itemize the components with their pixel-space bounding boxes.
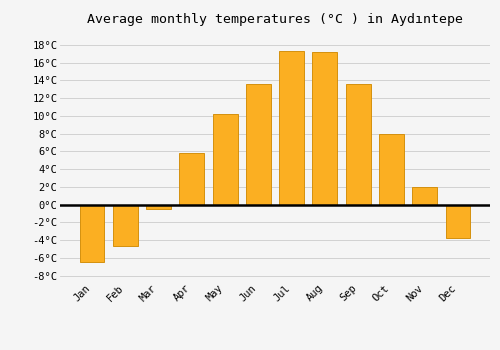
Bar [180,153,204,204]
Bar [346,84,370,204]
Bar [279,51,304,204]
Bar [212,114,238,204]
Bar [146,204,171,209]
Bar [379,134,404,204]
Bar [113,204,138,246]
Bar [412,187,437,204]
Bar [446,204,470,238]
Title: Average monthly temperatures (°C ) in Aydıntepe: Average monthly temperatures (°C ) in Ay… [87,13,463,26]
Bar [246,84,271,204]
Bar [80,204,104,262]
Bar [312,52,338,204]
